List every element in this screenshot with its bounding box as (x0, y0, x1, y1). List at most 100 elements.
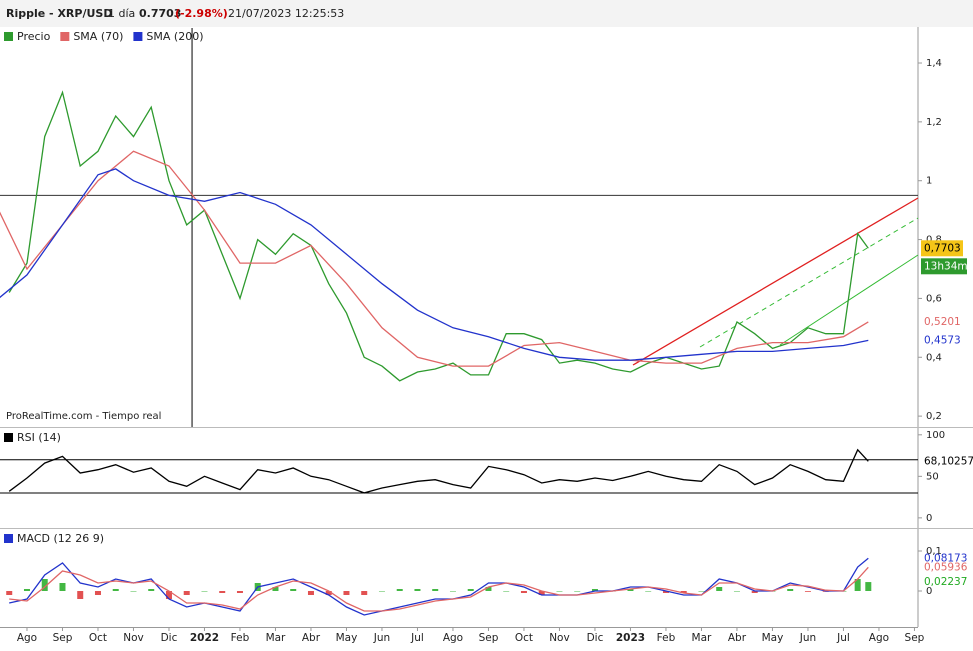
y-tick-label: 0 (926, 513, 932, 524)
x-tick-label: Jun (799, 632, 816, 644)
histogram-bar (591, 589, 598, 591)
histogram-bar (662, 591, 669, 593)
last-label-bg (921, 240, 963, 257)
histogram-bar (59, 583, 66, 591)
histogram-bar (854, 579, 861, 591)
histogram-bar (751, 591, 758, 593)
last-price: 0.7703 (139, 7, 181, 20)
last-value-label: 0,4573 (924, 334, 961, 346)
x-tick-label: Oct (515, 632, 533, 644)
histogram-bar (361, 591, 368, 595)
title: Ripple - XRP/USD (6, 7, 112, 20)
y-tick-label: 1 (926, 176, 932, 187)
histogram-bar (94, 591, 101, 595)
histogram-bar (645, 591, 652, 592)
x-tick-label: Sep (479, 632, 499, 644)
histogram-bar (556, 591, 563, 592)
histogram-bar (432, 589, 439, 591)
legend-label: MACD (12 26 9) (17, 532, 104, 545)
countdown-bg (921, 258, 967, 275)
y-tick-label: 0,4 (926, 352, 942, 363)
histogram-bar (183, 591, 190, 595)
y-tick-label: 0,1 (926, 546, 942, 557)
histogram-bar (343, 591, 350, 595)
legend-swatch (60, 32, 70, 41)
series-line (8, 90, 869, 382)
histogram-bar (865, 582, 872, 591)
last-value-label: 0,5201 (924, 316, 961, 328)
histogram-bar (396, 589, 403, 591)
histogram-bar (733, 591, 740, 592)
y-tick-label: 1,2 (926, 117, 942, 128)
y-tick-label: 50 (926, 471, 939, 482)
y-tick-label: 0 (926, 586, 932, 597)
histogram-bar (219, 591, 226, 593)
x-tick-label: Jul (410, 632, 424, 644)
x-tick-label: Oct (89, 632, 107, 644)
histogram-bar (307, 591, 314, 595)
series-line (8, 448, 869, 494)
series-line (0, 168, 869, 361)
trend-line (779, 254, 919, 346)
legend-swatch (4, 534, 13, 543)
histogram-bar (378, 591, 385, 592)
trend-line (632, 197, 919, 366)
x-tick-label: 2023 (616, 632, 645, 644)
source: ProRealTime.com - Tiempo real (6, 411, 161, 422)
histogram-bar (467, 589, 474, 591)
histogram-bar (449, 591, 456, 592)
histogram-bar (538, 591, 545, 595)
x-tick-label: Mar (692, 632, 712, 644)
x-tick-label: Mar (266, 632, 286, 644)
legend-swatch (4, 32, 13, 41)
timestamp: 21/07/2023 12:25:53 (228, 7, 344, 20)
histogram-bar (6, 591, 13, 595)
legend-label: SMA (200) (146, 30, 203, 43)
histogram-bar (290, 589, 297, 591)
x-tick-label: Sep (905, 632, 925, 644)
x-tick-label: Nov (549, 632, 570, 644)
histogram-bar (485, 587, 492, 591)
legend-label: Precio (17, 30, 51, 43)
legend-label: SMA (70) (73, 30, 123, 43)
y-tick-label: 0,6 (926, 293, 942, 304)
last-value-label: 68,10257 (924, 455, 973, 467)
histogram-bar (236, 591, 243, 593)
last-value-label: 0,05936 (924, 561, 968, 573)
histogram-bar (201, 591, 208, 592)
legend-swatch (133, 32, 143, 41)
header-bar (0, 0, 973, 27)
last-value-label: 0,08173 (924, 552, 967, 564)
histogram-bar (698, 591, 705, 592)
histogram-bar (503, 591, 510, 592)
last-value-label: 0,7703 (924, 242, 961, 254)
y-tick-label: 0,2 (926, 411, 942, 422)
x-tick-label: 2022 (190, 632, 219, 644)
x-tick-label: Dic (161, 632, 178, 644)
x-tick-label: Abr (728, 632, 747, 644)
series-line (9, 566, 869, 612)
histogram-bar (325, 591, 332, 595)
histogram-bar (41, 579, 48, 591)
histogram-bar (627, 589, 634, 591)
countdown: 13h34m (924, 260, 968, 272)
histogram-bar (574, 591, 581, 592)
histogram-bar (272, 587, 279, 591)
histogram-bar (680, 591, 687, 593)
histogram-bar (130, 591, 137, 592)
histogram-bar (414, 589, 421, 591)
series-line (0, 150, 869, 367)
y-tick-label: 1,4 (926, 58, 942, 69)
trend-line (699, 217, 919, 348)
y-tick-label: 100 (926, 430, 945, 441)
histogram-bar (77, 591, 84, 599)
legend-swatch (4, 433, 13, 442)
histogram-bar (804, 591, 811, 592)
x-tick-label: Ago (443, 632, 463, 644)
histogram-bar (148, 589, 155, 591)
x-tick-label: Feb (231, 632, 250, 644)
x-tick-label: Feb (657, 632, 676, 644)
x-tick-label: Abr (302, 632, 321, 644)
x-tick-label: Nov (123, 632, 144, 644)
